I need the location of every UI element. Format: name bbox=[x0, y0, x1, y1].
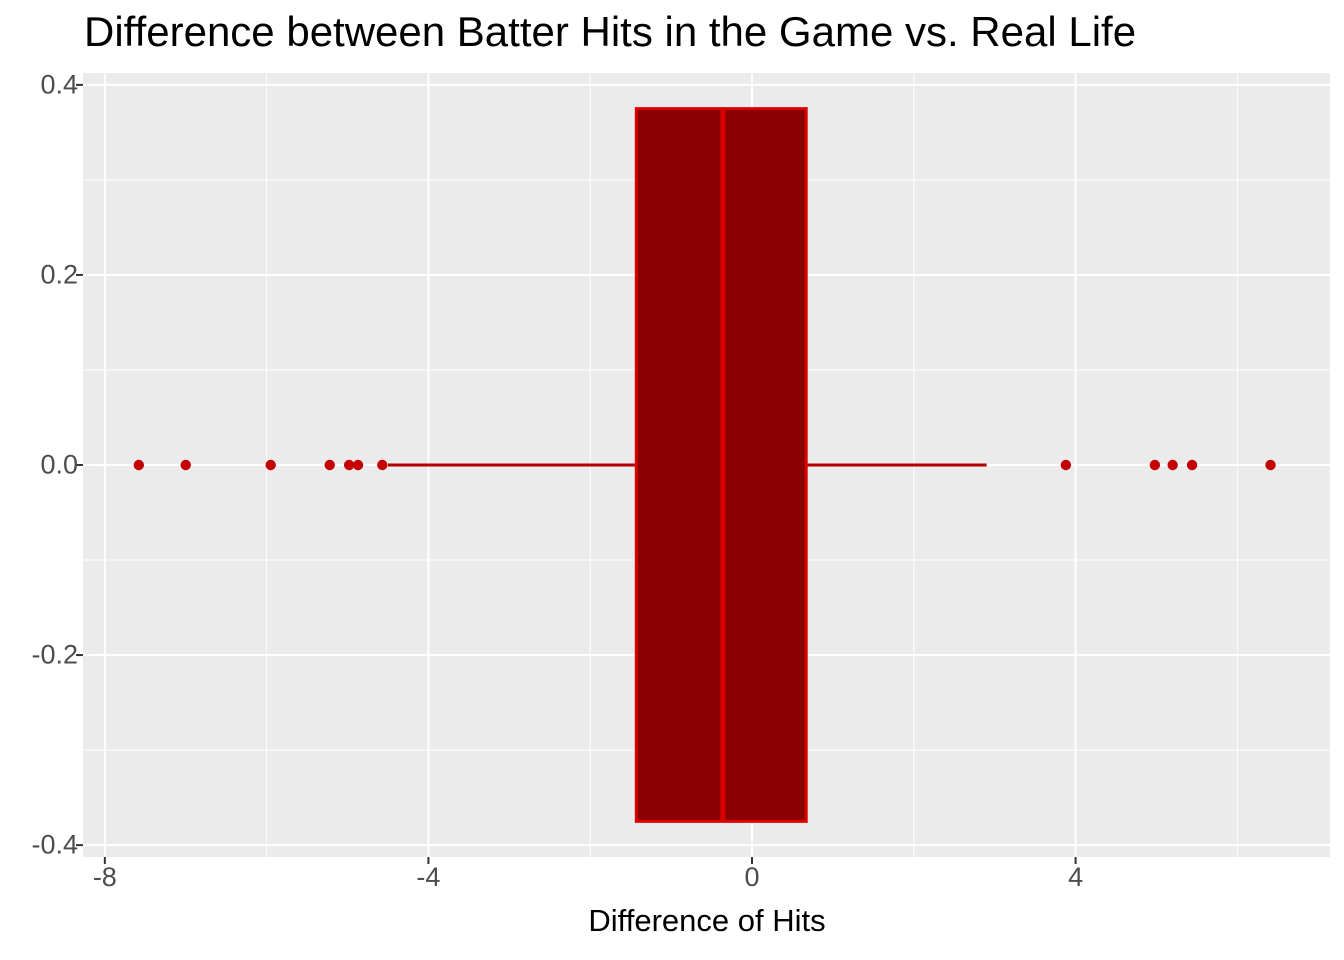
y-tick-label: 0.2 bbox=[40, 259, 78, 290]
outlier-point bbox=[324, 459, 335, 471]
x-tick-label: -4 bbox=[416, 862, 441, 892]
x-axis-title: Difference of Hits bbox=[588, 903, 826, 938]
x-tick-label: 4 bbox=[1068, 862, 1084, 892]
outlier-point bbox=[1060, 459, 1072, 471]
outlier-point bbox=[1167, 459, 1178, 471]
y-tick-label: -0.2 bbox=[31, 639, 78, 670]
x-tick-label: -8 bbox=[92, 862, 117, 892]
outlier-point bbox=[1149, 459, 1161, 471]
outlier-point bbox=[265, 459, 276, 471]
outlier-point bbox=[1186, 459, 1198, 471]
outlier-point bbox=[180, 459, 191, 471]
outlier-point bbox=[1265, 459, 1276, 471]
outlier-point bbox=[133, 459, 145, 471]
chart-title: Difference between Batter Hits in the Ga… bbox=[84, 8, 1137, 55]
y-tick-label: -0.4 bbox=[31, 829, 78, 860]
outlier-point bbox=[343, 459, 355, 471]
outlier-point bbox=[352, 459, 364, 471]
y-tick-label: 0.0 bbox=[40, 449, 78, 480]
outlier-point bbox=[377, 459, 388, 471]
x-tick-label: 0 bbox=[744, 862, 760, 892]
y-tick-label: 0.4 bbox=[40, 69, 78, 100]
